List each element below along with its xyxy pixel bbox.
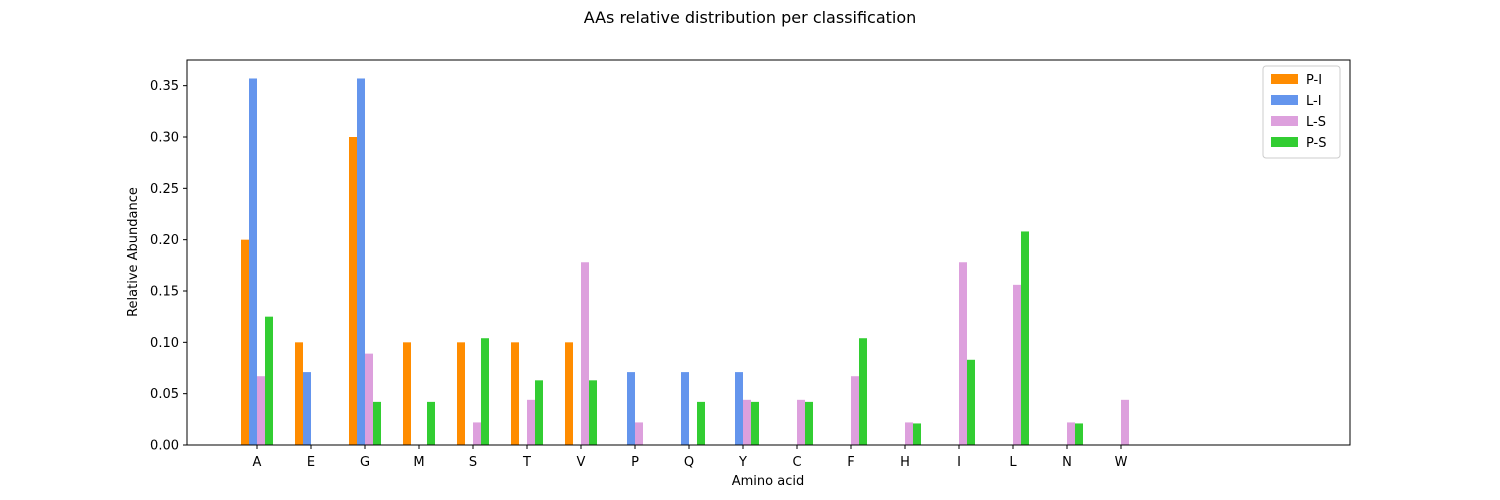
legend-label-l-s: L-S	[1306, 115, 1326, 130]
legend-swatch-p-s	[1271, 137, 1298, 147]
plot-frame	[186, 59, 1351, 446]
y-tick-label: 0.25	[150, 182, 179, 197]
legend-swatch-l-s	[1271, 116, 1298, 126]
bar-p-s-m	[427, 401, 435, 445]
bar-l-i-q	[681, 372, 689, 445]
bar-l-i-e	[303, 372, 311, 445]
bar-l-i-a	[249, 78, 257, 445]
bar-p-s-y	[751, 401, 759, 445]
x-tick-label: E	[307, 455, 315, 470]
bar-l-s-v	[581, 262, 589, 445]
x-tick-label: A	[253, 455, 262, 470]
y-tick-label: 0.05	[150, 387, 179, 402]
bar-l-s-a	[257, 376, 265, 445]
chart-title: AAs relative distribution per classifica…	[584, 8, 917, 27]
bar-l-i-g	[357, 78, 365, 445]
bar-p-s-s	[481, 338, 489, 445]
bar-p-s-a	[265, 316, 273, 445]
bar-l-s-i	[959, 262, 967, 445]
y-tick-label: 0.10	[150, 336, 179, 351]
bar-p-s-q	[697, 401, 705, 445]
x-tick-label: H	[900, 455, 910, 470]
bar-p-i-v	[565, 342, 573, 445]
bar-p-s-v	[589, 380, 597, 445]
x-tick-label: V	[577, 455, 586, 470]
bar-p-s-l	[1021, 231, 1029, 445]
legend-label-l-i: L-I	[1306, 94, 1322, 109]
bar-l-i-y	[735, 372, 743, 445]
bar-p-s-i	[967, 359, 975, 445]
bar-l-i-p	[627, 372, 635, 445]
bar-p-i-m	[403, 342, 411, 445]
bar-l-s-g	[365, 353, 373, 445]
bar-l-s-f	[851, 376, 859, 445]
y-tick-label: 0.30	[150, 131, 179, 146]
x-tick-label: Y	[738, 455, 747, 470]
bar-p-s-c	[805, 401, 813, 445]
bar-p-s-t	[535, 380, 543, 445]
x-tick-label: C	[792, 455, 801, 470]
x-axis-label: Amino acid	[732, 474, 804, 489]
y-axis-label: Relative Abundance	[126, 187, 141, 317]
bar-p-s-n	[1075, 423, 1083, 445]
bar-p-i-t	[511, 342, 519, 445]
bar-p-s-g	[373, 401, 381, 445]
x-tick-label: F	[847, 455, 854, 470]
legend-swatch-p-i	[1271, 74, 1298, 84]
bars-layer	[241, 78, 1129, 445]
bar-l-s-t	[527, 399, 535, 445]
x-tick-label: T	[522, 455, 531, 470]
x-tick-label: P	[631, 455, 639, 470]
bar-l-s-h	[905, 422, 913, 445]
bar-p-s-f	[859, 338, 867, 445]
y-tick-label: 0.35	[150, 79, 179, 94]
bar-l-s-y	[743, 399, 751, 445]
bar-l-s-p	[635, 422, 643, 445]
bar-p-s-h	[913, 423, 921, 445]
y-tick-label: 0.20	[150, 233, 179, 248]
bar-p-i-a	[241, 239, 249, 445]
x-tick-label: Q	[684, 455, 694, 470]
x-tick-label: I	[957, 455, 961, 470]
legend-label-p-i: P-I	[1306, 73, 1322, 88]
x-tick-label: N	[1062, 455, 1072, 470]
bar-l-s-s	[473, 422, 481, 445]
x-tick-label: G	[360, 455, 370, 470]
x-tick-label: M	[413, 455, 424, 470]
bar-p-i-e	[295, 342, 303, 445]
y-tick-label: 0.15	[150, 285, 179, 300]
y-axis: 0.00 0.05 0.10 0.15 0.20 0.25 0.30 0.35	[150, 79, 187, 454]
bar-l-s-n	[1067, 422, 1075, 445]
legend-box	[1262, 65, 1341, 159]
bar-l-s-c	[797, 399, 805, 445]
bar-p-i-s	[457, 342, 465, 445]
bar-l-s-l	[1013, 284, 1021, 445]
legend: P-I L-I L-S P-S	[1262, 65, 1341, 159]
x-tick-label: S	[469, 455, 477, 470]
legend-swatch-l-i	[1271, 95, 1298, 105]
x-tick-label: L	[1009, 455, 1017, 470]
bar-l-s-w	[1121, 399, 1129, 445]
bar-p-i-g	[349, 137, 357, 445]
y-tick-label: 0.00	[150, 439, 179, 454]
x-tick-label: W	[1115, 455, 1128, 470]
legend-label-p-s: P-S	[1306, 136, 1327, 151]
